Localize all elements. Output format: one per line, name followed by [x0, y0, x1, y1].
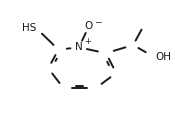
Text: N: N: [75, 42, 83, 52]
Text: +: +: [84, 37, 91, 46]
Text: O: O: [85, 21, 93, 31]
Text: HS: HS: [22, 23, 36, 33]
Text: −: −: [94, 17, 101, 26]
Text: OH: OH: [155, 52, 171, 62]
